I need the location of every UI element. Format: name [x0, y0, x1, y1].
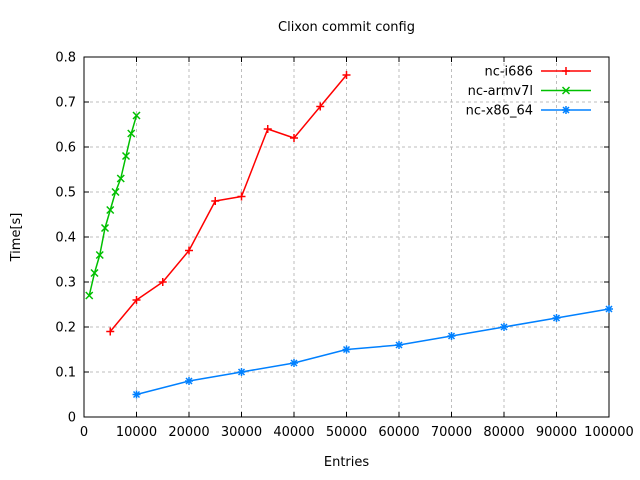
- y-tick-label: 0.5: [55, 186, 76, 201]
- series-line-nc-i686: [109, 74, 348, 332]
- series-line-nc-x86_64: [136, 308, 610, 396]
- x-tick-label: 80000: [483, 425, 524, 440]
- data-point-marker: [127, 129, 136, 138]
- series-nc-armv7l: [85, 111, 141, 300]
- y-tick-label: 0.7: [55, 96, 76, 111]
- data-point-marker: [562, 106, 570, 114]
- data-point-marker: [95, 250, 104, 260]
- data-point-marker: [100, 223, 110, 233]
- y-tick-label: 0.1: [55, 366, 76, 381]
- data-point-marker: [342, 345, 351, 354]
- series-nc-i686: [106, 71, 351, 336]
- data-point-marker: [132, 390, 141, 399]
- data-point-marker: [561, 86, 571, 95]
- y-tick-label: 0.3: [55, 276, 76, 291]
- y-tick-label: 0.2: [55, 321, 76, 336]
- y-tick-label: 0.4: [55, 231, 76, 246]
- data-point-marker: [132, 111, 141, 120]
- y-axis-label: Time[s]: [9, 213, 24, 263]
- data-point-marker: [605, 305, 613, 313]
- data-point-marker: [116, 174, 125, 183]
- x-tick-label: 100000: [584, 425, 634, 440]
- y-tick-label: 0: [68, 411, 76, 426]
- x-tick-label: 50000: [326, 425, 367, 440]
- legend-label-nc-armv7l: nc-armv7l: [468, 84, 533, 99]
- legend: nc-i686 nc-armv7l nc-x86_64: [466, 65, 591, 119]
- x-tick-label: 10000: [116, 425, 157, 440]
- x-tick-label: 70000: [431, 425, 472, 440]
- y-tick-label: 0.6: [55, 141, 76, 156]
- chart-title: Clixon commit config: [278, 20, 415, 35]
- data-point-marker: [106, 205, 115, 215]
- x-tick-label: 60000: [378, 425, 419, 440]
- data-point-marker: [500, 323, 508, 331]
- data-point-marker: [185, 377, 193, 385]
- data-point-marker: [90, 268, 99, 278]
- x-tick-label: 90000: [536, 425, 577, 440]
- data-point-marker: [111, 187, 120, 197]
- x-axis-label: Entries: [324, 455, 370, 470]
- legend-label-nc-x86_64: nc-x86_64: [466, 104, 533, 119]
- data-point-marker: [85, 291, 94, 300]
- data-point-marker: [290, 359, 298, 367]
- data-point-marker: [237, 368, 246, 376]
- data-point-marker: [395, 341, 403, 349]
- tick-marks: 0 10000 20000 30000 40000 50000 60000 70000 8000…: [55, 51, 634, 441]
- x-tick-label: 0: [80, 425, 88, 440]
- y-tick-label: 0.8: [55, 51, 76, 66]
- x-tick-label: 20000: [168, 425, 209, 440]
- legend-label-nc-i686: nc-i686: [484, 65, 533, 80]
- grid: [84, 57, 609, 417]
- data-point-marker: [552, 314, 561, 322]
- series-nc-x86_64: [132, 305, 613, 399]
- x-tick-label: 30000: [221, 425, 262, 440]
- series-line-nc-armv7l: [88, 115, 138, 296]
- data-point-marker: [121, 151, 131, 161]
- x-tick-label: 40000: [273, 425, 314, 440]
- data-point-marker: [447, 332, 456, 340]
